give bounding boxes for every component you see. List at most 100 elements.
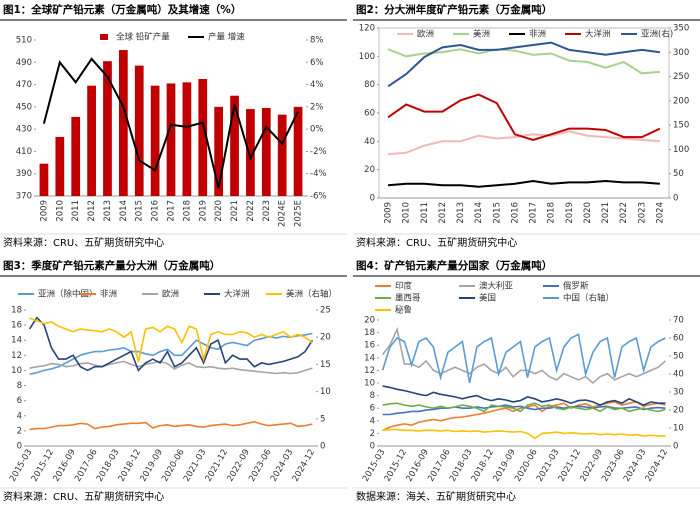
panel-title: 图3：季度矿产铅元素产量分大洲（万金属吨） <box>3 259 220 272</box>
x-tick-label: 2013 <box>456 202 466 224</box>
x-tick-label: 2011 <box>420 202 430 224</box>
x-tick-label: 2024 <box>655 202 665 224</box>
y-tick-label: 10 <box>11 366 22 376</box>
y-tick-label: 12 <box>364 366 375 376</box>
bar <box>246 109 255 196</box>
legend-label: 澳大利亚 <box>479 281 514 292</box>
source: 资料来源：CRU、五矿期货研究中心 <box>3 490 164 503</box>
bar <box>55 136 65 196</box>
line <box>388 130 660 156</box>
line <box>29 332 313 375</box>
legend-label: 秘鲁 <box>395 305 412 316</box>
line <box>382 402 666 413</box>
y-tick-label: 8 <box>370 391 375 401</box>
y2-tick-label: 350 <box>673 24 689 34</box>
line <box>381 333 666 384</box>
y-tick-label: 490 <box>16 58 32 68</box>
x-tick-label: 2012 <box>438 202 448 224</box>
line <box>382 385 666 406</box>
y2-tick-label: -6% <box>310 192 327 202</box>
y-tick-label: 18 <box>364 328 375 338</box>
bar <box>230 95 239 196</box>
x-tick-label: 2009 <box>39 200 49 222</box>
legend-label: 产量 增速 <box>208 32 245 43</box>
y2-tick-label: 30 <box>673 388 684 398</box>
y-tick-label: 4 <box>370 416 375 426</box>
y2-tick-label: 300 <box>673 48 689 58</box>
y2-tick-label: 200 <box>673 96 689 106</box>
x-tick-label: 2024E <box>278 200 288 227</box>
x-tick-label: 2017 <box>529 202 539 224</box>
y-tick-label: 8 <box>17 381 22 391</box>
y2-tick-label: -4% <box>310 169 327 179</box>
line <box>28 316 314 372</box>
bar <box>118 50 128 197</box>
y2-tick-label: 100 <box>673 145 689 155</box>
y-tick-label: 6 <box>370 404 375 414</box>
legend-label: 亚洲（除中国） <box>38 289 98 300</box>
y-tick-label: 12 <box>11 351 22 361</box>
legend-label: 大洋洲 <box>224 289 250 300</box>
y2-tick-label: 50 <box>673 352 684 362</box>
x-tick-label: 2017 <box>167 200 177 222</box>
x-tick-label: 2013 <box>103 200 113 222</box>
legend-label: 美国 <box>479 293 496 304</box>
y2-tick-label: 60 <box>673 334 684 344</box>
bar <box>134 65 144 196</box>
y2-tick-label: 20 <box>673 406 684 416</box>
y-tick-label: 20 <box>364 165 375 175</box>
legend-label: 墨西哥 <box>395 294 421 304</box>
x-tick-label: 2010 <box>55 200 65 222</box>
y2-tick-label: 25 <box>320 306 331 316</box>
legend-label: 非洲 <box>100 289 117 300</box>
x-tick-label: 2025E <box>294 200 304 227</box>
y-tick-label: 14 <box>364 353 375 363</box>
x-tick-label: 2011 <box>71 200 81 222</box>
y-tick-label: 80 <box>364 80 375 90</box>
y2-tick-label: 250 <box>673 72 689 82</box>
y-tick-label: 390 <box>16 169 32 179</box>
y-tick-label: 410 <box>16 147 32 157</box>
y2-tick-label: 0 <box>673 442 678 452</box>
line <box>42 57 299 189</box>
x-tick-label: 2009 <box>384 202 394 224</box>
y-tick-label: 18 <box>11 306 22 316</box>
legend-label: 大洋洲 <box>585 29 611 40</box>
x-tick-label: 2021 <box>601 202 611 224</box>
x-tick-label: 2019 <box>565 202 575 224</box>
y2-tick-label: 0% <box>310 125 324 135</box>
line <box>388 179 660 188</box>
x-tick-label: 2010 <box>402 202 412 224</box>
y2-tick-label: 4% <box>310 80 324 90</box>
legend-label: 全球 铅矿产量 <box>116 32 170 43</box>
y2-tick-label: 10 <box>320 387 331 397</box>
y-tick-label: 20 <box>364 316 375 326</box>
y2-tick-label: 70 <box>673 316 684 326</box>
y-tick-label: 40 <box>364 137 375 147</box>
legend-label: 中国（右轴） <box>563 293 614 304</box>
bar <box>150 85 160 196</box>
legend-label: 俄罗斯 <box>563 281 589 292</box>
legend-label: 美洲（右轴） <box>286 289 337 300</box>
y-tick-label: 0 <box>370 194 375 204</box>
y-tick-label: 120 <box>359 24 375 34</box>
y2-tick-label: 40 <box>673 370 684 380</box>
legend-label: 美洲 <box>473 29 490 40</box>
x-tick-label: 2015 <box>135 200 145 222</box>
y2-tick-label: 5 <box>320 414 325 424</box>
y-tick-label: 4 <box>17 411 22 421</box>
x-tick-label: 2022 <box>619 202 629 224</box>
line <box>382 428 666 440</box>
panel-title: 图1：全球矿产铅元素（万金属吨）及其增速（%） <box>3 3 241 16</box>
bar <box>182 82 192 196</box>
bar <box>277 114 287 196</box>
x-tick-label: 2015 <box>492 202 502 224</box>
y2-tick-label: 0 <box>320 442 325 452</box>
y-tick-label: 100 <box>359 52 375 62</box>
y-tick-label: 60 <box>364 109 375 119</box>
y-tick-label: 0 <box>17 442 22 452</box>
x-tick-label: 2019 <box>198 200 208 222</box>
x-tick-label: 2018 <box>547 202 557 224</box>
y-tick-label: 10 <box>364 379 375 389</box>
